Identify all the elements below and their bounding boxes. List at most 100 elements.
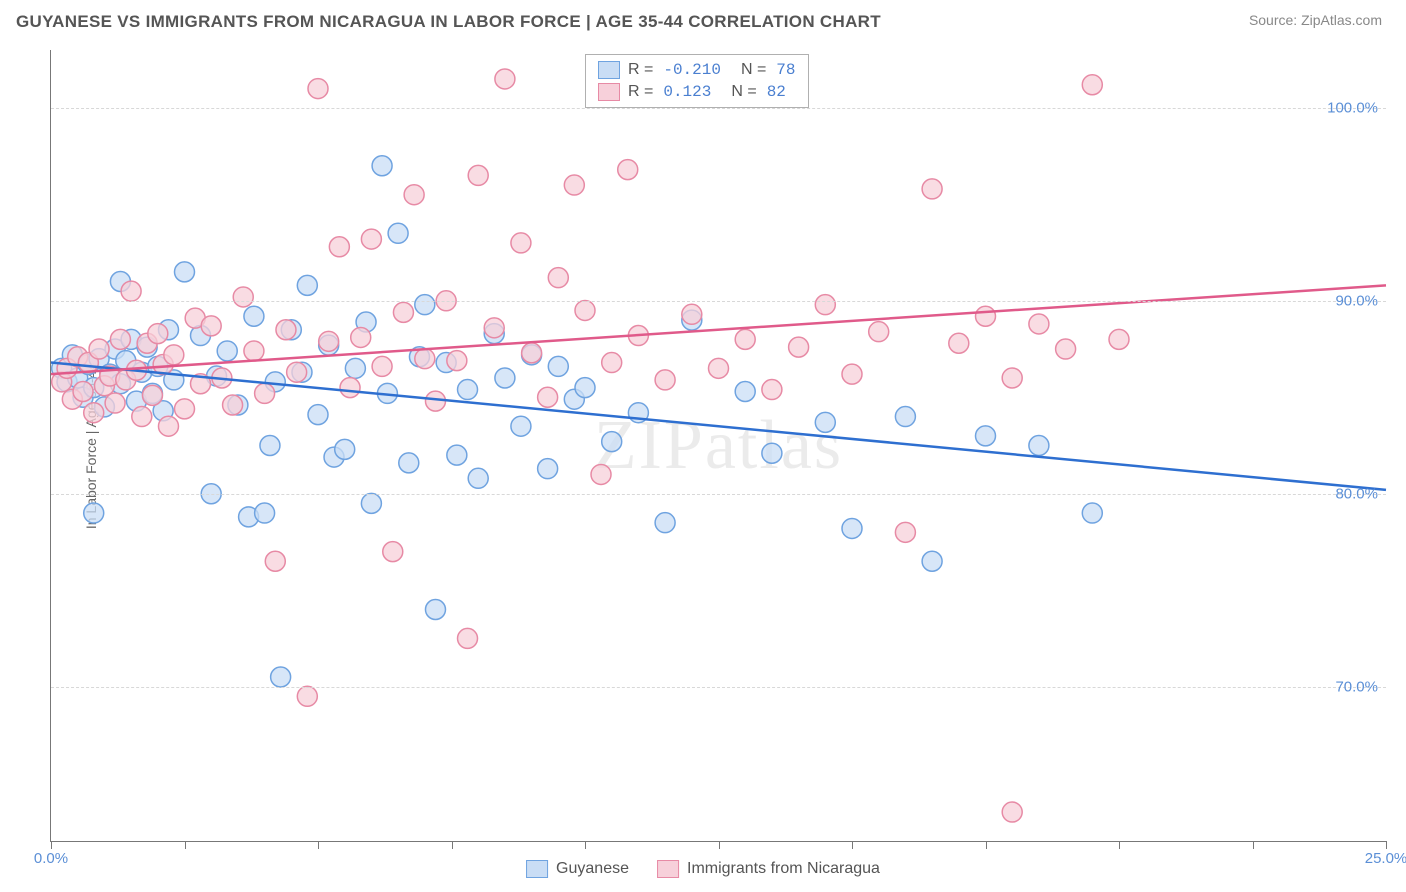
scatter-point [255, 383, 275, 403]
legend-swatch [657, 860, 679, 878]
legend-swatch [526, 860, 548, 878]
scatter-point [388, 223, 408, 243]
scatter-point [522, 343, 542, 363]
scatter-point [175, 399, 195, 419]
scatter-point [511, 233, 531, 253]
n-label: N = [731, 83, 756, 101]
scatter-svg [51, 50, 1386, 841]
scatter-point [244, 341, 264, 361]
n-value: 82 [767, 83, 786, 101]
scatter-point [976, 306, 996, 326]
scatter-point [468, 165, 488, 185]
n-value: 78 [776, 61, 795, 79]
scatter-point [762, 380, 782, 400]
scatter-point [949, 333, 969, 353]
x-tick [185, 841, 186, 849]
series-legend: Guyanese Immigrants from Nicaragua [526, 860, 880, 878]
scatter-point [260, 436, 280, 456]
scatter-point [538, 387, 558, 407]
scatter-point [842, 518, 862, 538]
chart-title: GUYANESE VS IMMIGRANTS FROM NICARAGUA IN… [16, 12, 881, 32]
x-tick-label: 0.0% [34, 850, 68, 867]
scatter-point [575, 300, 595, 320]
x-tick-label: 25.0% [1365, 850, 1406, 867]
scatter-point [468, 468, 488, 488]
scatter-point [297, 686, 317, 706]
scatter-point [404, 185, 424, 205]
scatter-point [495, 69, 515, 89]
scatter-point [84, 503, 104, 523]
scatter-point [105, 393, 125, 413]
chart-plot-area: ZIPatlas R =-0.210N =78R =0.123N =82 70.… [50, 50, 1386, 842]
scatter-point [511, 416, 531, 436]
scatter-point [255, 503, 275, 523]
r-label: R = [628, 83, 653, 101]
scatter-point [1056, 339, 1076, 359]
scatter-point [655, 370, 675, 390]
correlation-legend: R =-0.210N =78R =0.123N =82 [585, 54, 809, 108]
scatter-point [922, 551, 942, 571]
gridline-h [51, 494, 1386, 495]
scatter-point [393, 302, 413, 322]
scatter-point [548, 268, 568, 288]
x-tick [318, 841, 319, 849]
scatter-point [415, 295, 435, 315]
legend-label: Immigrants from Nicaragua [687, 860, 880, 878]
scatter-point [789, 337, 809, 357]
y-tick-label: 70.0% [1335, 678, 1378, 695]
y-tick-label: 80.0% [1335, 485, 1378, 502]
x-tick [719, 841, 720, 849]
x-tick [1119, 841, 1120, 849]
scatter-point [735, 329, 755, 349]
scatter-point [361, 229, 381, 249]
scatter-point [276, 320, 296, 340]
scatter-point [815, 295, 835, 315]
scatter-point [308, 79, 328, 99]
scatter-point [895, 407, 915, 427]
scatter-point [415, 349, 435, 369]
y-tick-label: 100.0% [1327, 99, 1378, 116]
scatter-point [201, 316, 221, 336]
scatter-point [458, 628, 478, 648]
legend-item: Guyanese [526, 860, 629, 878]
scatter-point [484, 318, 504, 338]
scatter-point [233, 287, 253, 307]
gridline-h [51, 108, 1386, 109]
scatter-point [345, 358, 365, 378]
r-label: R = [628, 61, 653, 79]
scatter-point [217, 341, 237, 361]
scatter-point [271, 667, 291, 687]
scatter-point [158, 416, 178, 436]
scatter-point [976, 426, 996, 446]
scatter-point [383, 542, 403, 562]
scatter-point [110, 329, 130, 349]
scatter-point [84, 403, 104, 423]
scatter-point [447, 445, 467, 465]
scatter-point [1002, 802, 1022, 822]
scatter-point [132, 407, 152, 427]
y-tick-label: 90.0% [1335, 292, 1378, 309]
trend-line [51, 363, 1386, 490]
scatter-point [244, 306, 264, 326]
scatter-point [1082, 75, 1102, 95]
n-label: N = [741, 61, 766, 79]
scatter-point [297, 275, 317, 295]
scatter-point [1029, 436, 1049, 456]
scatter-point [361, 493, 381, 513]
header: GUYANESE VS IMMIGRANTS FROM NICARAGUA IN… [0, 0, 1406, 40]
scatter-point [399, 453, 419, 473]
scatter-point [340, 378, 360, 398]
x-tick [1253, 841, 1254, 849]
r-value: -0.210 [663, 61, 721, 79]
scatter-point [495, 368, 515, 388]
x-tick [1386, 841, 1387, 849]
scatter-point [709, 358, 729, 378]
scatter-point [575, 378, 595, 398]
scatter-point [564, 175, 584, 195]
x-tick [852, 841, 853, 849]
series-swatch [598, 61, 620, 79]
scatter-point [425, 599, 445, 619]
gridline-h [51, 301, 1386, 302]
scatter-point [351, 327, 371, 347]
scatter-point [815, 412, 835, 432]
